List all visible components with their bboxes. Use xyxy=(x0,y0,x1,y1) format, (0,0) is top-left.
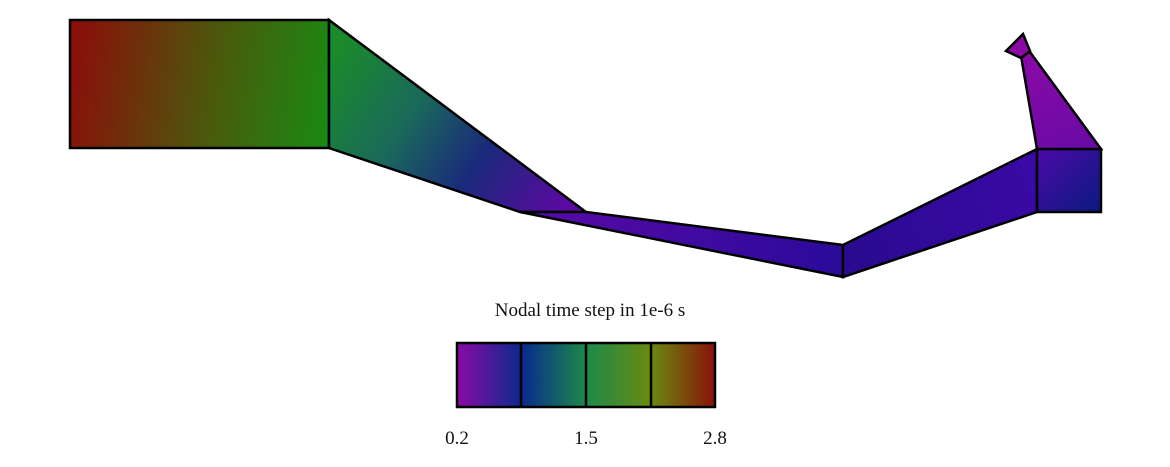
colorbar-tick-label: 2.8 xyxy=(703,428,727,449)
mesh-element-tip xyxy=(1003,31,1032,60)
colorbar-tick-label: 0.2 xyxy=(445,428,469,449)
mesh-element-beam xyxy=(519,210,845,279)
mesh-element-left-block xyxy=(68,18,331,150)
mesh-element-taper xyxy=(327,17,590,214)
mesh-element-spike xyxy=(1019,50,1104,151)
mesh-element-right-block xyxy=(1035,147,1103,214)
colorbar-title: Nodal time step in 1e-6 s xyxy=(494,300,686,321)
mesh-element-arm xyxy=(841,146,1039,279)
colorbar-tick-label: 1.5 xyxy=(574,428,598,449)
